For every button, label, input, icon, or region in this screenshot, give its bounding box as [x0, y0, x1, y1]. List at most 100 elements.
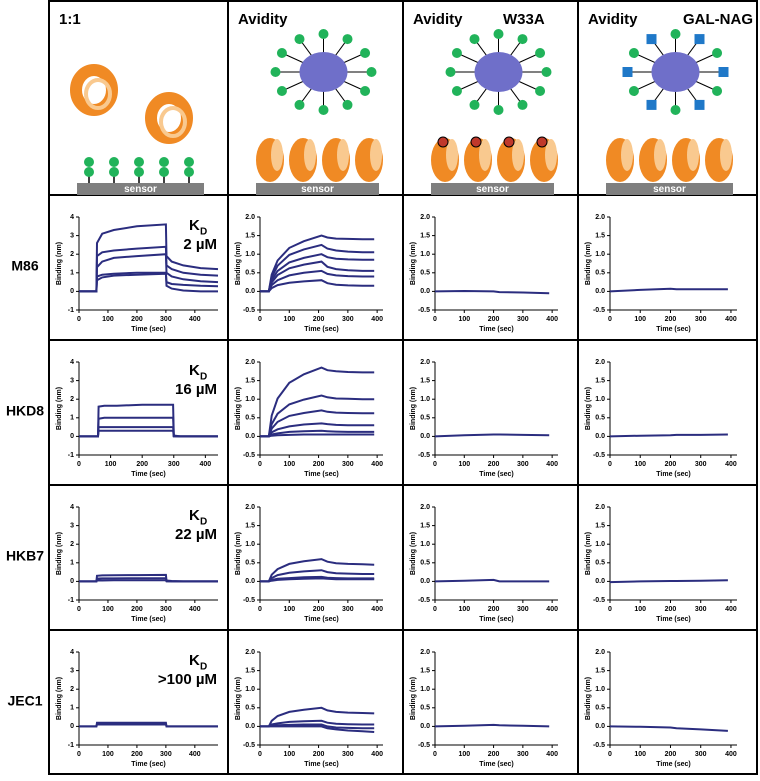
y-tick-label: 2	[70, 251, 74, 258]
series-line	[260, 569, 375, 583]
x-tick-label: 200	[665, 751, 677, 758]
x-axis-title: Time (sec)	[479, 761, 514, 768]
x-axis-title: Time (sec)	[304, 326, 339, 333]
y-tick-label: -0.5	[418, 452, 430, 459]
x-tick-label: 400	[371, 751, 383, 758]
kd-subscript: D	[200, 227, 207, 238]
y-tick-label: -0.5	[418, 742, 430, 749]
protein-shade	[159, 106, 187, 138]
protein-shade	[337, 139, 349, 171]
y-tick-label: 1.0	[595, 686, 605, 693]
series-line	[79, 429, 218, 438]
y-tick-label: 1.5	[245, 522, 255, 529]
y-tick-label: -0.5	[243, 452, 255, 459]
x-tick-label: 200	[313, 316, 325, 323]
ligand	[294, 99, 305, 110]
sensor-label: sensor	[301, 184, 334, 195]
y-axis-title: Binding (nm)	[410, 677, 417, 720]
x-tick-label: 0	[258, 316, 262, 323]
series-line	[434, 578, 550, 583]
x-tick-label: 100	[458, 316, 470, 323]
kd-symbol: K	[189, 217, 200, 234]
row-label: HKB7	[6, 548, 44, 564]
x-tick-label: 400	[189, 751, 201, 758]
y-axis-title: Binding (nm)	[235, 677, 242, 720]
ligand	[535, 86, 546, 96]
x-axis-title: Time (sec)	[656, 761, 691, 768]
mutation	[470, 136, 482, 148]
y-tick-label: 2	[70, 541, 74, 548]
x-tick-label: 400	[725, 461, 737, 468]
x-tick-label: 200	[488, 606, 500, 613]
ligand	[628, 48, 639, 58]
x-tick-label: 200	[131, 606, 143, 613]
y-tick-label: 0.5	[595, 415, 605, 422]
series-line	[609, 725, 728, 732]
ligand	[493, 29, 504, 39]
x-tick-label: 400	[725, 606, 737, 613]
y-tick-label: 1	[70, 415, 74, 422]
x-tick-label: 200	[136, 461, 148, 468]
y-tick-label: 0.5	[420, 560, 430, 567]
y-tick-label: -0.5	[593, 742, 605, 749]
protein-shade	[654, 139, 666, 171]
y-tick-label: 4	[70, 359, 74, 366]
mutation	[437, 136, 449, 148]
sugar	[718, 67, 729, 77]
ligand	[712, 48, 723, 58]
kd-value: 2 µM	[183, 236, 217, 253]
x-tick-label: 100	[102, 751, 114, 758]
y-tick-label: 0.5	[245, 705, 255, 712]
carrier	[651, 52, 700, 92]
y-tick-label: 3	[70, 667, 74, 674]
y-tick-label: 1.5	[245, 232, 255, 239]
x-tick-label: 200	[488, 751, 500, 758]
protein-shade	[271, 139, 283, 171]
sensor-bar	[606, 183, 733, 195]
y-tick-label: 2	[70, 686, 74, 693]
sensor-bar	[77, 183, 204, 195]
x-tick-label: 300	[160, 606, 172, 613]
y-tick-label: 0.0	[245, 578, 255, 585]
kd-value: 16 µM	[175, 381, 217, 398]
y-tick-label: 0.0	[420, 288, 430, 295]
y-tick-label: 4	[70, 649, 74, 656]
x-tick-label: 100	[283, 606, 295, 613]
y-tick-label: 0.0	[595, 578, 605, 585]
y-tick-label: 4	[70, 504, 74, 511]
ligand	[184, 167, 194, 177]
y-tick-label: 0.0	[595, 723, 605, 730]
x-axis-title: Time (sec)	[479, 616, 514, 623]
protein-shade	[446, 139, 458, 171]
y-tick-label: 0	[70, 578, 74, 585]
x-tick-label: 200	[313, 606, 325, 613]
x-tick-label: 100	[283, 461, 295, 468]
y-tick-label: 0.5	[595, 560, 605, 567]
y-tick-label: 0.0	[245, 433, 255, 440]
y-tick-label: 0.5	[595, 270, 605, 277]
x-tick-label: 400	[189, 316, 201, 323]
x-tick-label: 100	[105, 461, 117, 468]
series-line	[260, 706, 375, 728]
y-tick-label: 3	[70, 377, 74, 384]
x-axis-title: Time (sec)	[131, 761, 166, 768]
row-label: HKD8	[6, 403, 44, 419]
y-tick-label: 2.0	[595, 359, 605, 366]
protein	[70, 64, 118, 116]
y-tick-label: 0.5	[595, 705, 605, 712]
mutation	[503, 136, 515, 148]
x-axis-title: Time (sec)	[131, 471, 166, 478]
x-axis-title: Time (sec)	[131, 326, 166, 333]
header-title: Avidity	[238, 11, 288, 28]
x-tick-label: 100	[102, 316, 114, 323]
x-tick-label: 200	[131, 316, 143, 323]
x-tick-label: 100	[634, 751, 646, 758]
series-line	[260, 409, 375, 438]
y-tick-label: 2.0	[420, 504, 430, 511]
y-tick-label: 0.5	[420, 415, 430, 422]
y-tick-label: 1.0	[245, 686, 255, 693]
x-tick-label: 100	[634, 606, 646, 613]
x-tick-label: 400	[725, 751, 737, 758]
y-tick-label: -0.5	[243, 597, 255, 604]
series-line	[609, 287, 728, 293]
